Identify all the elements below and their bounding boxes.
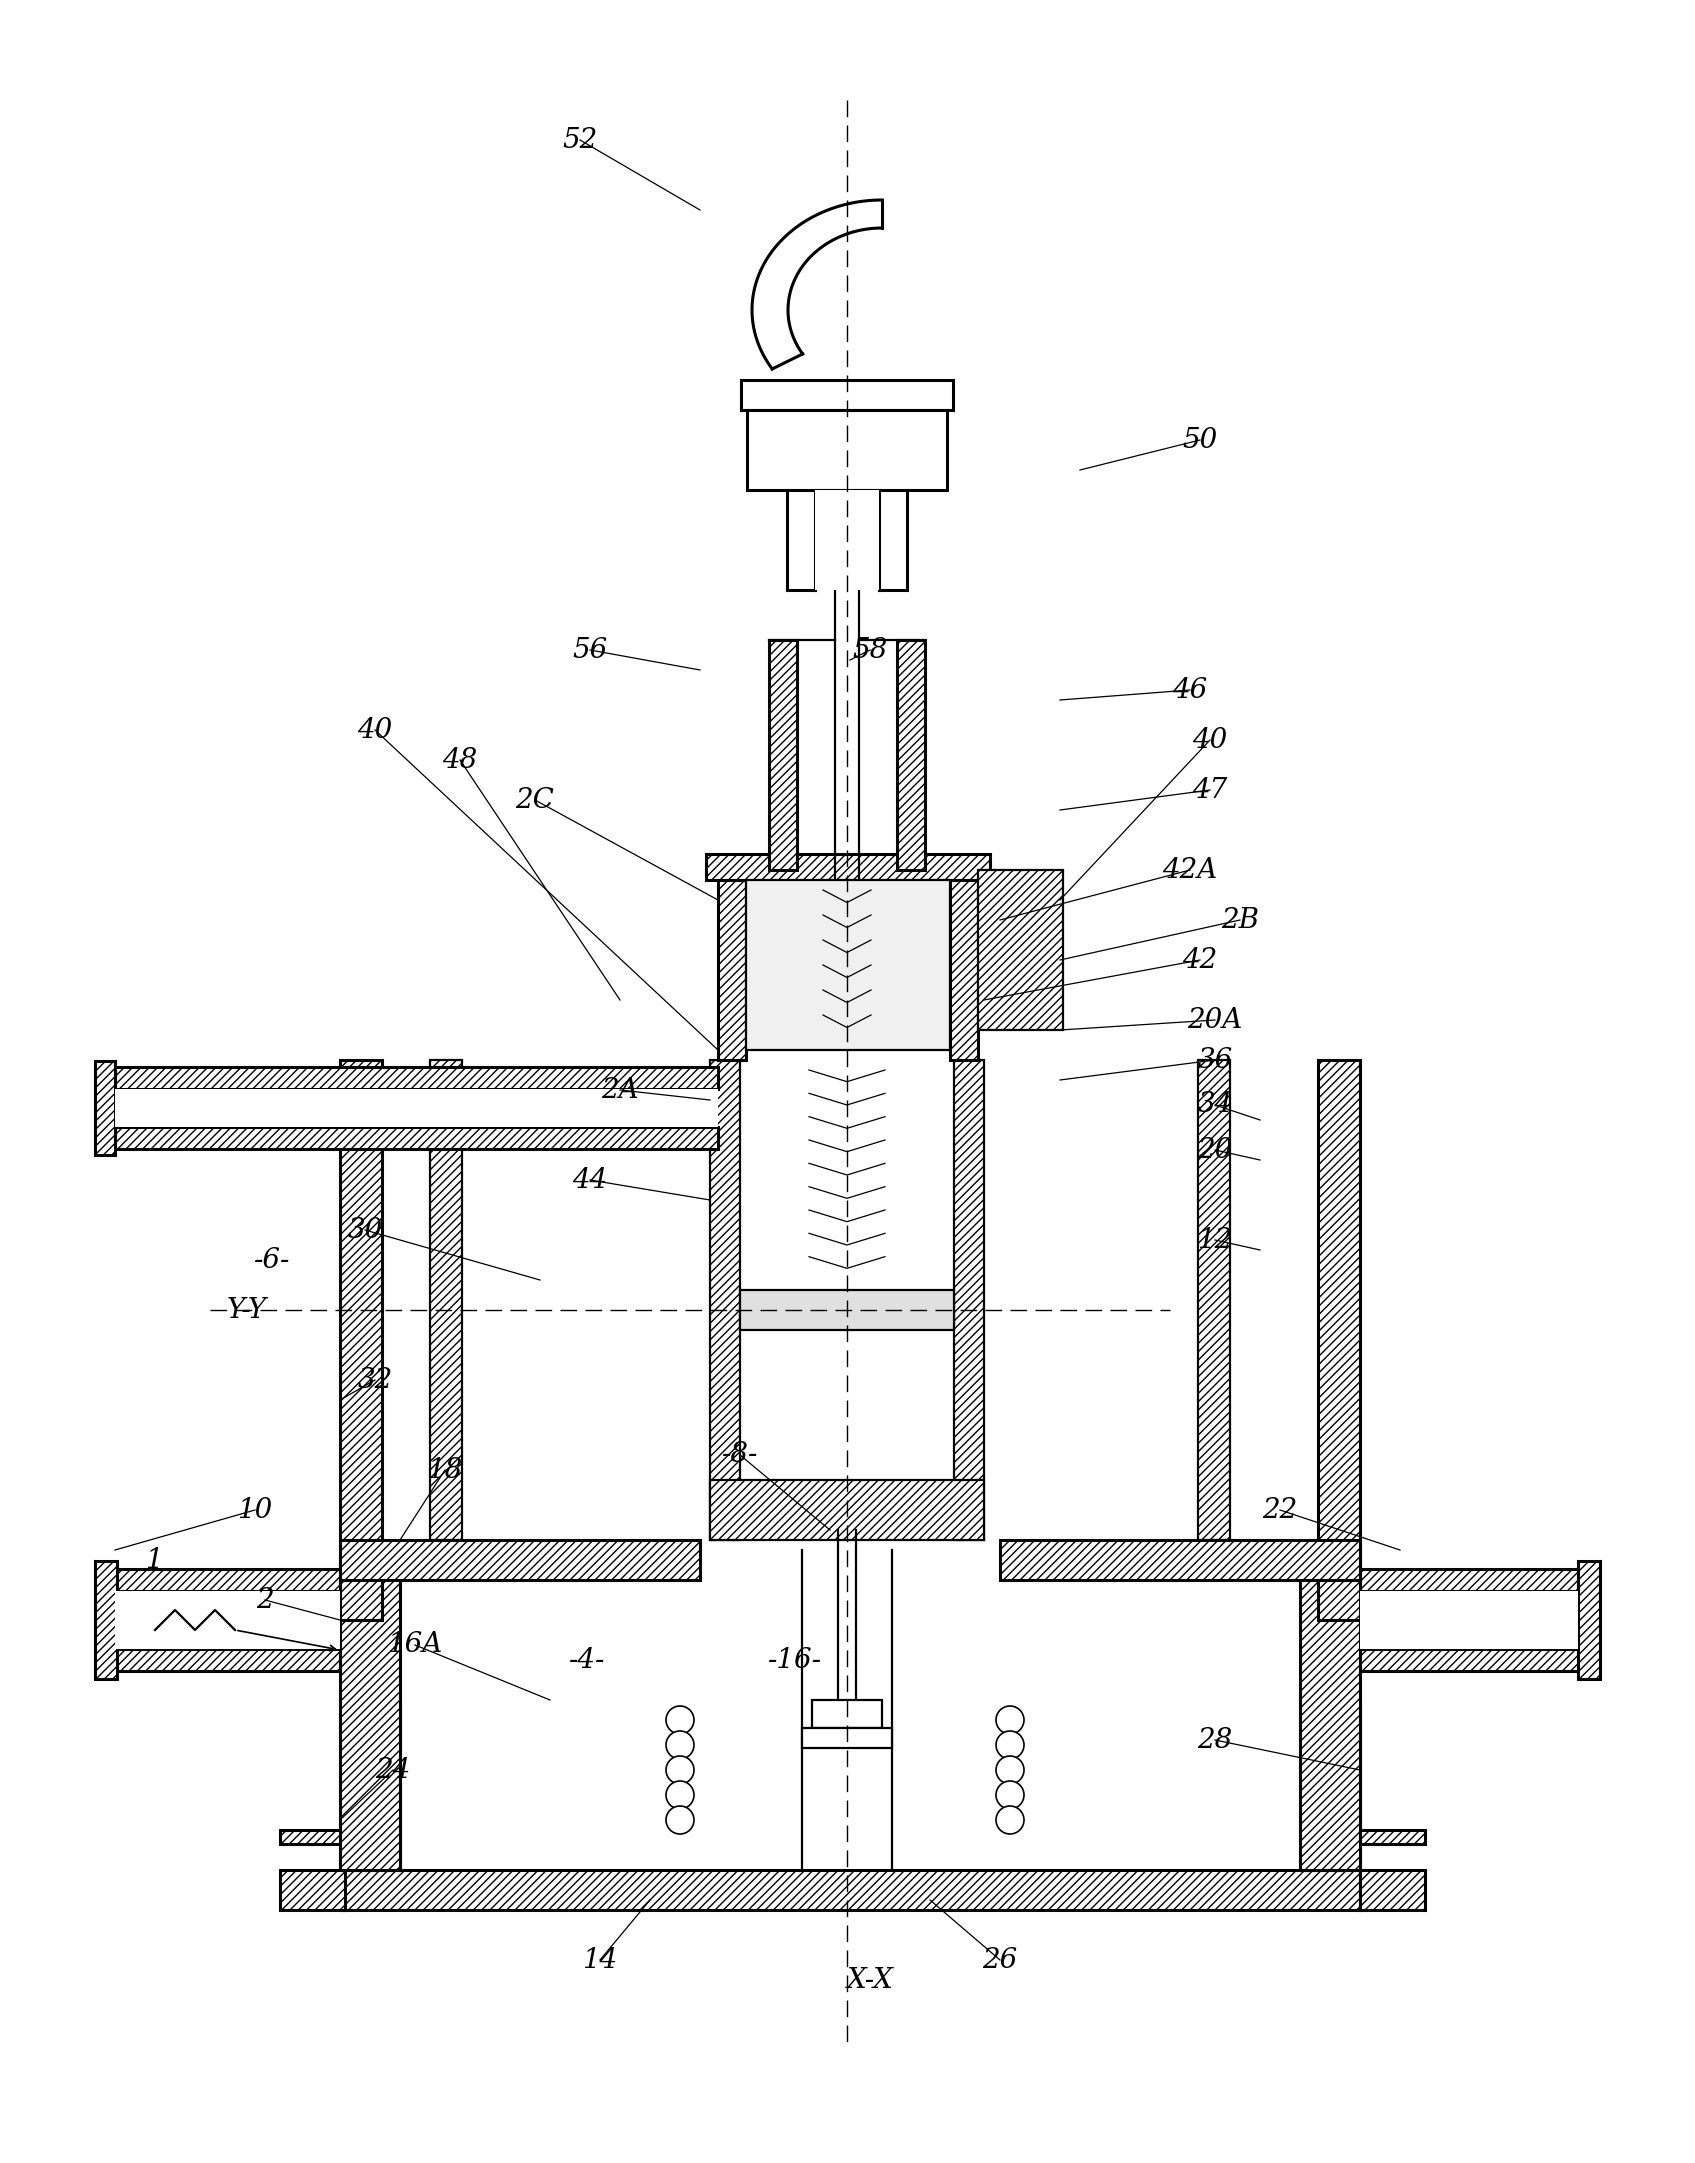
Text: X-X: X-X (846, 1966, 893, 1994)
Text: 1: 1 (146, 1547, 163, 1573)
Text: 16A: 16A (388, 1631, 442, 1659)
Bar (280, 1830, 346, 1845)
Bar (341, 1060, 381, 1620)
Text: 50: 50 (1183, 426, 1217, 454)
Bar (115, 1592, 341, 1648)
Bar (1359, 1830, 1425, 1845)
Circle shape (666, 1756, 693, 1784)
Text: 28: 28 (1197, 1726, 1232, 1754)
Text: 47: 47 (1192, 777, 1227, 802)
Bar (1319, 1060, 1359, 1620)
Text: 32: 32 (358, 1367, 393, 1393)
Bar (1359, 1568, 1578, 1592)
Text: -4-: -4- (570, 1646, 605, 1674)
Text: 10: 10 (237, 1497, 273, 1523)
Bar (1359, 1648, 1578, 1672)
Bar (1359, 1871, 1425, 1910)
Bar (115, 1568, 341, 1592)
Bar (115, 1088, 719, 1127)
Bar (115, 1066, 719, 1088)
Bar (978, 870, 1063, 1030)
Bar (115, 1127, 719, 1149)
Text: 40: 40 (358, 716, 393, 744)
Text: 40: 40 (1192, 727, 1227, 753)
Bar (741, 381, 953, 411)
Circle shape (666, 1730, 693, 1759)
Bar (341, 1700, 400, 1871)
Text: 48: 48 (442, 746, 478, 774)
Text: -8-: -8- (722, 1441, 758, 1469)
Text: Y-Y: Y-Y (227, 1296, 268, 1324)
Text: 14: 14 (583, 1947, 617, 1973)
Bar (719, 870, 746, 1060)
Bar (707, 854, 990, 880)
Bar (1198, 1060, 1231, 1540)
Bar (341, 1871, 1359, 1910)
Circle shape (666, 1806, 693, 1834)
Bar (949, 870, 978, 1060)
Bar (812, 1700, 881, 1728)
Text: 58: 58 (853, 636, 888, 664)
Text: 30: 30 (347, 1216, 383, 1244)
Bar (746, 880, 949, 1049)
Bar (280, 1871, 346, 1910)
Text: 2: 2 (256, 1585, 275, 1614)
Bar (341, 1560, 400, 1871)
Text: 12: 12 (1197, 1226, 1232, 1255)
Text: 2C: 2C (515, 787, 554, 813)
Bar (95, 1562, 117, 1678)
Circle shape (997, 1756, 1024, 1784)
Circle shape (997, 1806, 1024, 1834)
Bar (802, 1728, 892, 1748)
Circle shape (997, 1780, 1024, 1808)
Text: 34: 34 (1197, 1092, 1232, 1118)
Bar (741, 1289, 954, 1330)
Text: 2B: 2B (1220, 906, 1259, 934)
Text: 44: 44 (573, 1166, 607, 1194)
Bar (95, 1062, 115, 1155)
Text: 42A: 42A (1163, 857, 1217, 883)
Bar (431, 1060, 463, 1540)
Text: 26: 26 (983, 1947, 1017, 1973)
Text: 36: 36 (1197, 1047, 1232, 1073)
Circle shape (666, 1707, 693, 1735)
Text: 2A: 2A (602, 1077, 639, 1103)
Bar (710, 1479, 985, 1540)
Bar (897, 640, 925, 870)
Bar (770, 640, 797, 870)
Bar (954, 1060, 985, 1540)
Text: 20A: 20A (1188, 1006, 1242, 1034)
Text: 46: 46 (1173, 677, 1207, 703)
Bar (1578, 1562, 1600, 1678)
Bar (115, 1648, 341, 1672)
Bar (1300, 1700, 1359, 1871)
Text: -16-: -16- (768, 1646, 822, 1674)
Bar (747, 411, 948, 491)
Bar (710, 1060, 741, 1540)
Text: 24: 24 (375, 1756, 410, 1784)
Bar (341, 1540, 700, 1579)
Circle shape (997, 1707, 1024, 1735)
Bar (1000, 1540, 1359, 1579)
Bar (1359, 1592, 1578, 1648)
Circle shape (666, 1780, 693, 1808)
Text: 22: 22 (1263, 1497, 1298, 1523)
Text: 56: 56 (573, 636, 607, 664)
Bar (1300, 1560, 1359, 1871)
Text: 20: 20 (1197, 1136, 1232, 1164)
Text: 52: 52 (563, 125, 598, 154)
Bar (815, 491, 880, 590)
Text: 18: 18 (427, 1456, 463, 1484)
Text: 42: 42 (1183, 947, 1217, 973)
Circle shape (997, 1730, 1024, 1759)
Text: -6-: -6- (254, 1246, 290, 1274)
